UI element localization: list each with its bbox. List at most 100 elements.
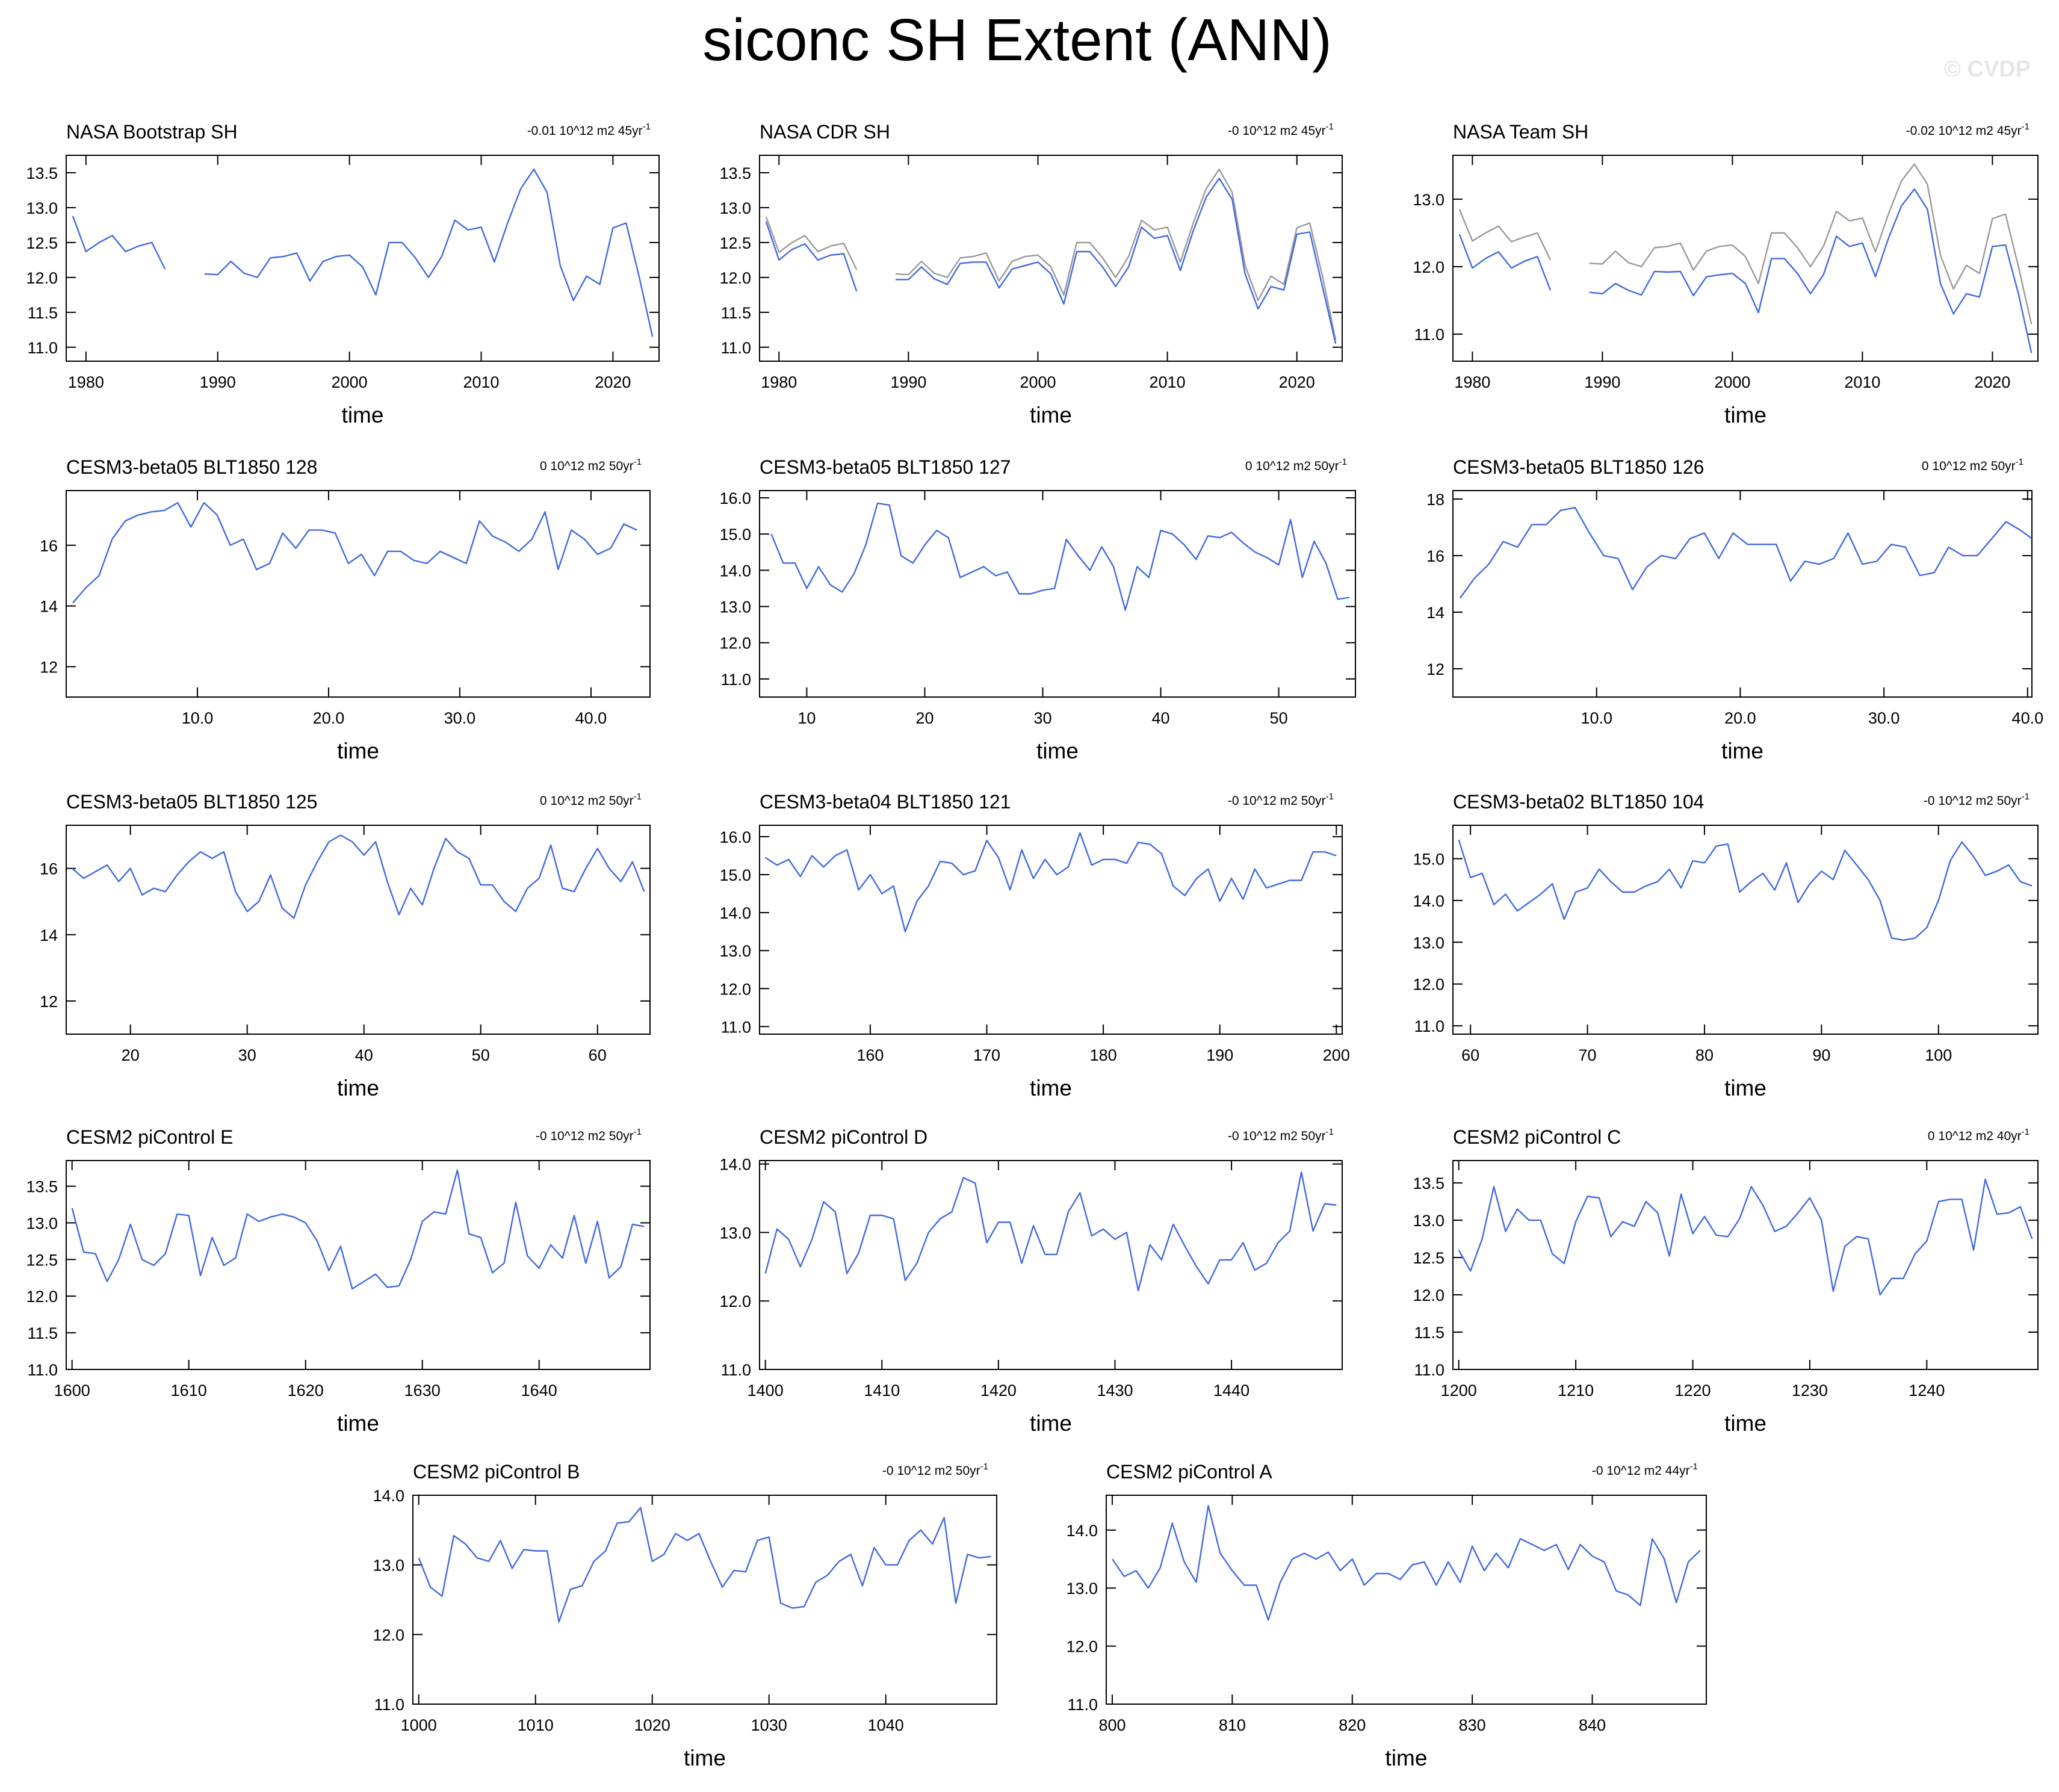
y-tick-label: 13.0 <box>373 1557 404 1575</box>
y-tick-label: 13.0 <box>1413 1212 1444 1230</box>
trend-text: -0.01 10^12 m2 45yr <box>527 124 643 138</box>
plot-frame <box>759 490 1356 698</box>
y-tick-label: 11.5 <box>720 304 751 322</box>
y-tick-label: 15.0 <box>1413 851 1444 869</box>
y-tick-label: 14.0 <box>719 904 751 922</box>
y-tick-label: 13.0 <box>1066 1580 1098 1598</box>
trend-label: -0 10^12 m2 50yr-1 <box>1924 792 2030 808</box>
y-tick-label: 14.0 <box>719 1156 751 1174</box>
trend-label: -0.01 10^12 m2 45yr-1 <box>527 122 651 138</box>
panel-title: CESM3-beta05 BLT1850 127 <box>760 456 1011 478</box>
x-axis-label: time <box>1030 403 1072 427</box>
chart-panel: 160 170 180 190 200 11.0 12.0 13.0 14.0 15.0 16.0 C… <box>719 791 1349 1100</box>
x-tick-label: 810 <box>1219 1716 1246 1734</box>
y-tick-label: 11.5 <box>27 1324 58 1342</box>
x-tick-label: 1400 <box>748 1381 784 1400</box>
y-tick-label: 11.0 <box>720 671 751 689</box>
x-tick-label: 50 <box>1270 709 1288 727</box>
y-tick-label: 13.5 <box>719 164 751 182</box>
trend-exponent: -1 <box>2022 1127 2030 1137</box>
panel-title: CESM3-beta04 BLT1850 121 <box>760 791 1011 813</box>
trend-text: -0 10^12 m2 50yr <box>1228 794 1326 808</box>
panel-title: CESM2 piControl A <box>1106 1461 1272 1483</box>
y-tick-label: 13.0 <box>26 1214 58 1232</box>
chart-panel: 1980 1990 2000 2010 2020 11.0 12.0 13.0 NASA Tea… <box>1413 121 2039 427</box>
plot-frame <box>1452 155 2039 362</box>
y-tick-label: 12.0 <box>1413 976 1444 994</box>
x-tick-label: 800 <box>1098 1716 1125 1734</box>
trend-text: 0 10^12 m2 50yr <box>540 794 634 808</box>
plot-frame <box>1452 1160 2039 1370</box>
y-tick-label: 12.0 <box>719 634 751 653</box>
y-tick-label: 12 <box>40 993 58 1011</box>
x-tick-label: 30.0 <box>1868 709 1900 727</box>
trend-label: 0 10^12 m2 50yr-1 <box>540 792 642 808</box>
y-tick-label: 11.0 <box>720 1361 751 1379</box>
x-tick-label: 2000 <box>332 373 368 391</box>
trend-label: 0 10^12 m2 50yr-1 <box>1245 457 1347 473</box>
y-tick-label: 12.5 <box>26 1251 58 1269</box>
panel-title: CESM2 piControl E <box>66 1126 233 1148</box>
x-tick-label: 190 <box>1206 1046 1233 1064</box>
y-tick-label: 11.0 <box>27 339 58 357</box>
x-tick-label: 1440 <box>1213 1381 1249 1400</box>
y-tick-label: 13.5 <box>26 1178 58 1196</box>
y-tick-label: 12.5 <box>719 234 751 252</box>
series-line <box>418 1507 991 1623</box>
trend-exponent: -1 <box>1690 1462 1698 1472</box>
panel-title: NASA CDR SH <box>760 121 890 143</box>
trend-text: -0 10^12 m2 50yr <box>536 1129 634 1143</box>
series-line <box>72 502 637 604</box>
x-tick-label: 10.0 <box>182 709 214 727</box>
plot-frame <box>1106 1495 1707 1705</box>
panel-title: CESM3-beta02 BLT1850 104 <box>1453 791 1704 813</box>
y-tick-label: 14.0 <box>373 1487 404 1505</box>
x-tick-label: 1210 <box>1558 1381 1594 1400</box>
y-tick-label: 14.0 <box>719 562 751 580</box>
trend-label: -0 10^12 m2 50yr-1 <box>536 1127 642 1143</box>
y-tick-label: 11.0 <box>1414 1017 1444 1035</box>
trend-exponent: -1 <box>2022 122 2030 132</box>
x-tick-label: 1990 <box>1584 373 1620 391</box>
chart-panel: 1980 1990 2000 2010 2020 11.0 11.5 12.0 12.5 13.0… <box>719 121 1343 427</box>
x-axis-label: time <box>1724 403 1766 427</box>
x-tick-label: 2020 <box>595 373 631 391</box>
x-axis-label: time <box>1724 1411 1766 1436</box>
plot-frame <box>759 825 1343 1035</box>
trend-text: -0 10^12 m2 50yr <box>1924 794 2022 808</box>
panel-title: CESM3-beta05 BLT1850 128 <box>66 456 317 478</box>
x-axis-label: time <box>1386 1746 1428 1770</box>
trend-exponent: -1 <box>634 1127 642 1137</box>
y-tick-label: 13.0 <box>719 942 751 960</box>
chart-panel: 1200 1210 1220 1230 1240 11.0 11.5 12.0 12.5 13.0… <box>1413 1126 2039 1436</box>
y-tick-label: 12.0 <box>26 1288 58 1306</box>
trend-text: 0 10^12 m2 50yr <box>1922 459 2016 473</box>
x-tick-label: 10 <box>797 709 816 727</box>
x-tick-label: 2010 <box>1150 373 1186 391</box>
series-line <box>1458 163 2033 324</box>
x-tick-label: 1040 <box>868 1716 904 1734</box>
y-tick-label: 14 <box>40 926 58 944</box>
panel-title: CESM3-beta05 BLT1850 125 <box>66 791 317 813</box>
y-tick-label: 14.0 <box>1413 892 1444 910</box>
series-line <box>1458 1178 2033 1296</box>
chart-panel: 800 810 820 830 840 11.0 12.0 13.0 14.0 CESM2 piC… <box>1066 1461 1707 1770</box>
y-tick-label: 11.0 <box>374 1696 404 1714</box>
trend-text: -0 10^12 m2 50yr <box>1228 1129 1326 1143</box>
trend-exponent: -1 <box>1326 1127 1334 1137</box>
x-tick-label: 40 <box>355 1046 373 1064</box>
x-tick-label: 830 <box>1459 1716 1486 1734</box>
x-tick-label: 160 <box>856 1046 884 1064</box>
trend-exponent: -1 <box>2022 792 2030 802</box>
trend-exponent: -1 <box>980 1462 988 1472</box>
y-tick-label: 13.0 <box>719 199 751 217</box>
series-line <box>765 832 1337 932</box>
y-tick-label: 18 <box>1426 491 1444 509</box>
x-axis-label: time <box>1036 739 1079 763</box>
series-line <box>770 502 1350 611</box>
y-tick-label: 13.0 <box>719 1224 751 1242</box>
x-tick-label: 1990 <box>200 373 236 391</box>
chart-panel: 10 20 30 40 50 11.0 12.0 13.0 14.0 15.0 16.0 CESM3-… <box>719 456 1356 763</box>
y-tick-label: 11.0 <box>720 339 751 357</box>
